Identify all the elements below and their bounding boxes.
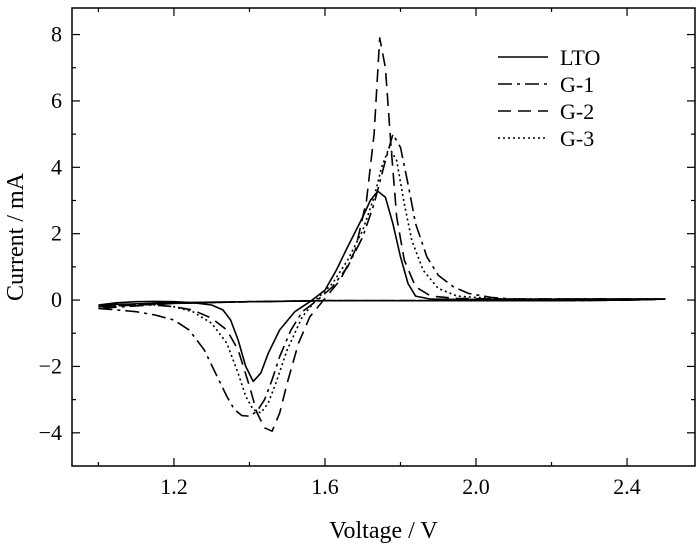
y-tick-label: 0 [51, 287, 62, 312]
plot-frame [71, 7, 696, 467]
x-tick-label: 2.0 [462, 474, 490, 499]
y-tick-label: 6 [51, 88, 62, 113]
series-layer [98, 37, 666, 433]
series-line-g-1 [98, 133, 666, 418]
series-line-g-2 [98, 37, 666, 433]
x-tick-label: 2.4 [613, 474, 641, 499]
x-tick-label: 1.2 [160, 474, 188, 499]
legend-label-g-3: G-3 [560, 126, 594, 151]
legend-label-lto: LTO [560, 45, 600, 70]
tick-labels-layer: 1.2 1.6 2.0 2.4 −4 −2 0 2 4 6 8 [39, 22, 641, 499]
x-axis-title: Voltage / V [329, 518, 438, 544]
ticks-layer [72, 8, 695, 466]
y-tick-label: −2 [39, 353, 62, 378]
x-tick-label: 1.6 [311, 474, 339, 499]
series-line-g-3 [98, 146, 666, 414]
y-tick-label: 4 [51, 154, 62, 179]
legend-label-g-2: G-2 [560, 99, 594, 124]
y-axis-title: Current / mA [3, 172, 29, 301]
y-tick-label: 2 [51, 221, 62, 246]
y-tick-label: −4 [39, 420, 62, 445]
legend-label-g-1: G-1 [560, 72, 594, 97]
series-line-lto [98, 190, 666, 383]
y-tick-label: 8 [51, 22, 62, 47]
